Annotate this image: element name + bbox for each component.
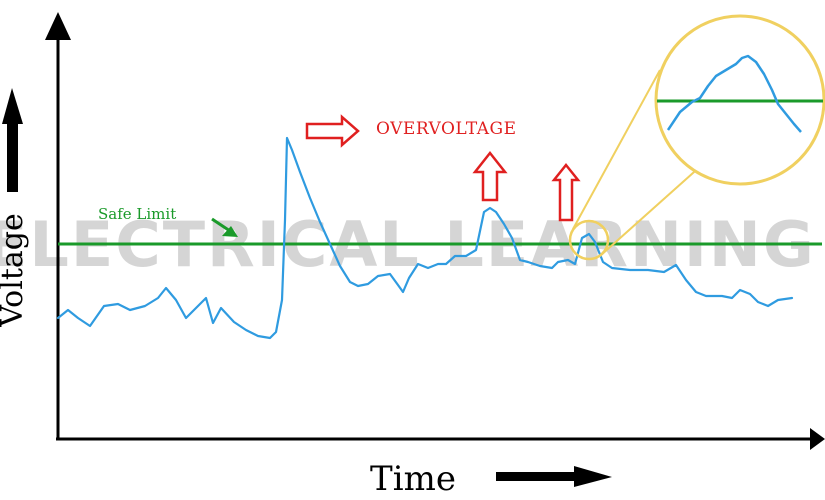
zoom-connector-line-top [572,69,661,230]
overvoltage-arrow-up-1 [472,150,508,202]
safe-limit-label: Safe Limit [98,205,176,223]
x-axis-arrowhead [810,428,825,450]
zoom-source-circle [568,219,610,261]
x-axis-label-arrow [496,466,612,487]
overvoltage-arrow-up-2 [551,162,581,222]
y-axis-label: Voltage [0,213,30,327]
y-axis-arrowhead [45,12,71,40]
x-axis-label: Time [370,459,456,499]
voltage-signal-line [56,136,794,340]
safe-limit-arrow [211,217,238,237]
axes [45,12,825,450]
overvoltage-arrow-right [305,114,360,148]
y-axis-label-arrow [2,88,23,192]
zoom-signal-line [666,54,802,133]
zoom-connector-line-bottom [599,155,713,257]
zoom-callout [568,14,825,261]
overvoltage-label: OVERVOLTAGE [376,119,517,139]
